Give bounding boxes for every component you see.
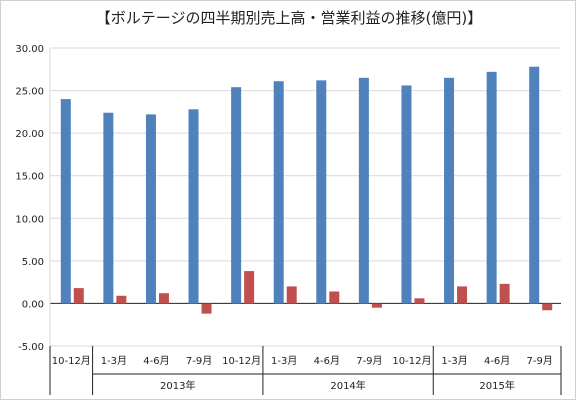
bar-series2	[499, 283, 510, 304]
bar-series2	[201, 303, 212, 314]
bar-series1	[103, 112, 114, 304]
bar-series1	[444, 77, 455, 304]
bar-series2	[414, 298, 425, 304]
bar-series2	[158, 293, 169, 304]
bar-series2	[244, 271, 255, 304]
bar-series2	[73, 288, 84, 304]
bars-layer	[60, 66, 553, 314]
bar-series2	[116, 295, 127, 304]
x-category-label: 1-3月	[271, 355, 297, 367]
bar-series1	[529, 66, 540, 304]
y-tick-label: 0.00	[22, 299, 44, 310]
bar-series2	[542, 303, 553, 311]
bar-series1	[273, 81, 284, 304]
y-tick-label: 15.00	[15, 172, 44, 183]
axis-layer: 30.00 25.00 20.00 15.00 10.00 5.00 0.00 -5.00 10…	[15, 44, 562, 395]
x-category-label: 10-12月	[52, 355, 91, 367]
bar-series1	[486, 71, 497, 304]
bar-series1	[231, 87, 242, 304]
grid-layer	[50, 47, 561, 347]
y-tick-label: -5.00	[18, 342, 44, 353]
x-category-label: 4-6月	[484, 355, 510, 367]
bar-series2	[329, 291, 340, 304]
y-tick-label: 10.00	[15, 214, 44, 225]
x-category-label: 1-3月	[101, 355, 127, 367]
bar-series2	[457, 286, 468, 304]
year-group-label: 2015年	[479, 379, 514, 392]
year-group-label: 2013年	[160, 379, 195, 392]
bar-series1	[60, 99, 71, 304]
bar-series1	[316, 80, 327, 304]
bar-series1	[401, 85, 412, 304]
y-tick-label: 25.00	[15, 87, 44, 98]
y-tick-label: 30.00	[15, 44, 44, 55]
bar-series2	[371, 303, 382, 308]
year-group-label: 2014年	[330, 379, 365, 392]
bar-series1	[358, 77, 369, 304]
bar-series2	[286, 286, 297, 304]
x-category-label: 7-9月	[527, 355, 553, 367]
x-category-label: 4-6月	[314, 355, 340, 367]
y-tick-label: 20.00	[15, 129, 44, 140]
x-category-label: 10-12月	[392, 355, 431, 367]
chart-title: 【ボルテージの四半期別売上高・営業利益の推移(億円)】	[96, 9, 482, 27]
x-category-label: 10-12月	[222, 355, 261, 367]
x-category-label: 1-3月	[441, 355, 467, 367]
x-category-label: 7-9月	[186, 355, 212, 367]
bar-series1	[188, 109, 199, 304]
bar-series1	[145, 114, 156, 304]
x-category-label: 7-9月	[356, 355, 382, 367]
x-category-label: 4-6月	[143, 355, 169, 367]
y-tick-label: 5.00	[22, 257, 44, 268]
